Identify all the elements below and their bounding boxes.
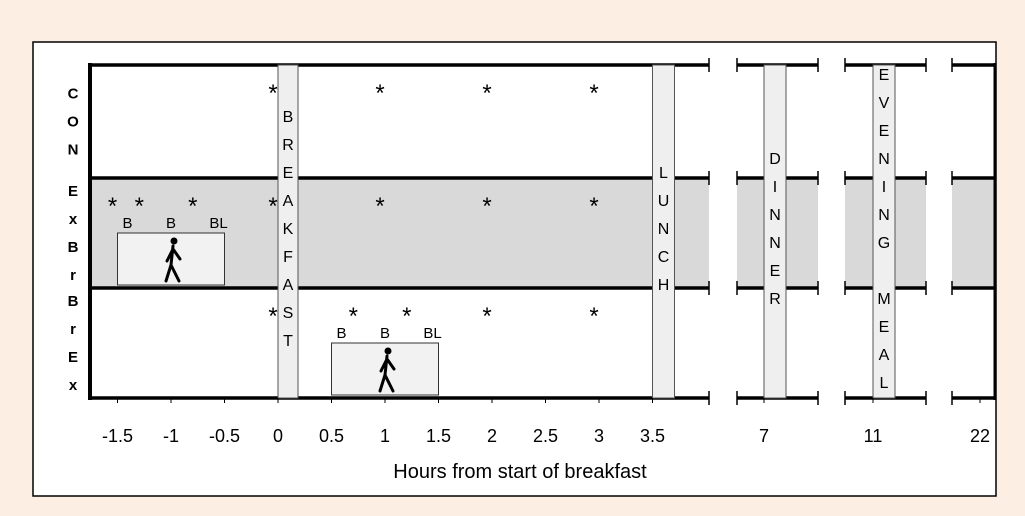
x-tick-label: 22 (970, 426, 990, 446)
exercise-sample-label: BL (209, 215, 227, 232)
x-axis-title: Hours from start of breakfast (393, 461, 647, 483)
meal-bar (763, 64, 787, 399)
row-label: CON (65, 86, 82, 170)
x-tick-label: 2 (487, 426, 497, 446)
walking-figure (378, 347, 396, 393)
x-tick-label: 1.5 (426, 426, 451, 446)
sample-marker: * (268, 193, 277, 220)
sample-marker: * (188, 193, 197, 220)
sample-marker: * (108, 193, 117, 220)
row-label: BrEx (65, 293, 82, 405)
exercise-sample-label: B (166, 215, 176, 232)
meal-bar (872, 64, 896, 399)
sample-marker: * (482, 80, 491, 107)
sample-marker: * (349, 303, 358, 330)
sample-marker: * (402, 303, 411, 330)
walking-figure-part (384, 347, 392, 355)
x-tick-label: 2.5 (533, 426, 558, 446)
axis-break (818, 55, 845, 407)
exbr-row-fill (90, 178, 995, 288)
x-tick-label: -1.5 (102, 426, 133, 446)
sample-marker: * (268, 80, 277, 107)
x-tick-label: 3.5 (640, 426, 665, 446)
meal-bar (277, 64, 299, 399)
sample-marker: * (268, 303, 277, 330)
meal-label: DINNER (767, 151, 784, 319)
sample-marker: * (375, 193, 384, 220)
x-tick-label: 0 (273, 426, 283, 446)
x-tick-label: 1 (380, 426, 390, 446)
sample-marker: * (589, 80, 598, 107)
sample-marker: * (375, 80, 384, 107)
x-tick-label: 7 (759, 426, 769, 446)
x-tick-label: 3 (594, 426, 604, 446)
walking-figure (164, 237, 182, 283)
sample-marker: * (482, 303, 491, 330)
sample-marker: * (589, 303, 598, 330)
walking-figure-part (378, 354, 396, 393)
walking-figure-part (170, 237, 178, 245)
x-tick-label: -0.5 (209, 426, 240, 446)
exercise-sample-label: B (336, 325, 346, 342)
walking-figure-part (164, 244, 182, 283)
row-label: ExBr (65, 183, 82, 295)
meal-bar (652, 64, 675, 399)
sample-marker: * (135, 193, 144, 220)
x-tick-label: 11 (864, 426, 883, 446)
sample-marker: * (482, 193, 491, 220)
x-tick-label: -1 (163, 426, 179, 446)
axis-break (926, 55, 952, 407)
meal-label: BREAKFAST (280, 109, 297, 361)
axis-break (709, 55, 737, 407)
exercise-sample-label: B (380, 325, 390, 342)
exercise-sample-label: BL (423, 325, 441, 342)
sample-marker: * (589, 193, 598, 220)
x-tick-label: 0.5 (319, 426, 344, 446)
exercise-sample-label: B (122, 215, 132, 232)
meal-label: LUNCH (655, 165, 672, 305)
meal-label: EVENING MEAL (876, 67, 893, 403)
